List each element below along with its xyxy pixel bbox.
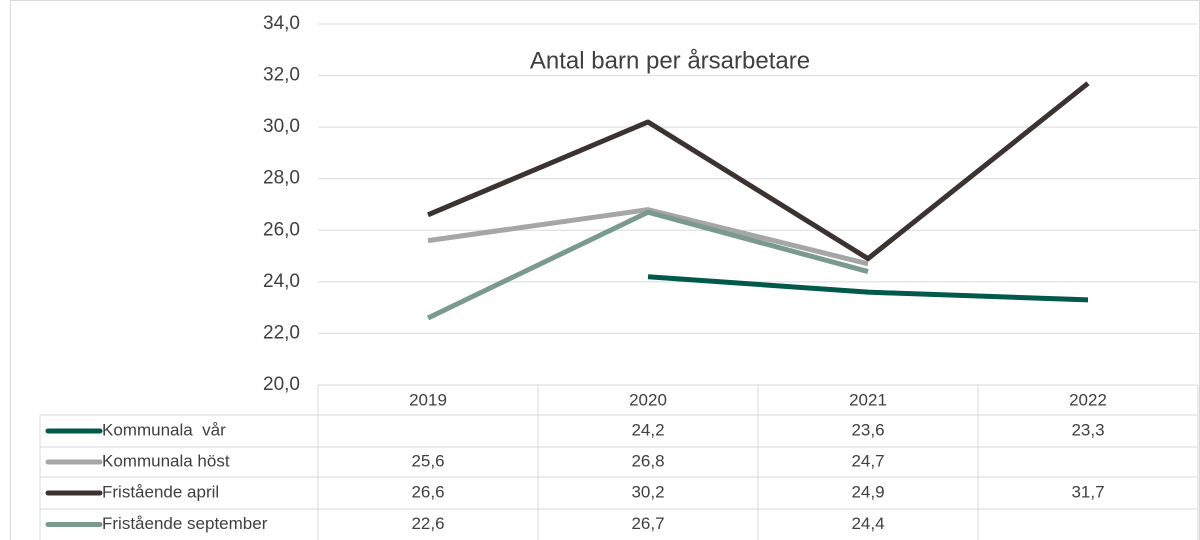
table-value: 24,4 [851,514,884,533]
table-value: 26,6 [411,482,444,501]
y-tick-label: 26,0 [263,219,300,240]
x-tick-label: 2021 [849,390,887,409]
line-series [427,207,869,267]
x-tick-label: 2022 [1069,390,1107,409]
chart-title: Antal barn per årsarbetare [530,47,810,74]
y-tick-label: 32,0 [263,65,300,86]
line-series [427,81,1090,262]
table-value: 26,8 [631,451,664,470]
legend-label: Fristående april [102,482,219,501]
line-series [647,274,1089,303]
line-series [426,209,869,321]
y-tick-label: 28,0 [263,168,300,189]
table-value: 24,9 [851,482,884,501]
y-tick-label: 34,0 [263,13,300,34]
y-tick-label: 22,0 [263,322,300,343]
y-tick-label: 20,0 [263,374,300,395]
table-value: 30,2 [631,482,664,501]
table-value: 26,7 [631,514,664,533]
y-tick-label: 24,0 [263,271,300,292]
table-value: 23,3 [1071,420,1104,439]
table-value: 24,2 [631,420,664,439]
table-value: 25,6 [411,451,444,470]
table-value: 22,6 [411,514,444,533]
x-tick-label: 2019 [409,390,447,409]
table-value: 24,7 [851,451,884,470]
y-tick-label: 30,0 [263,116,300,137]
table-value: 31,7 [1071,482,1104,501]
legend-label: Fristående september [102,514,268,533]
legend-label: Kommunala höst [102,451,230,470]
table-value: 23,6 [851,420,884,439]
x-tick-label: 2020 [629,390,667,409]
legend-label: Kommunala vår [102,420,226,439]
